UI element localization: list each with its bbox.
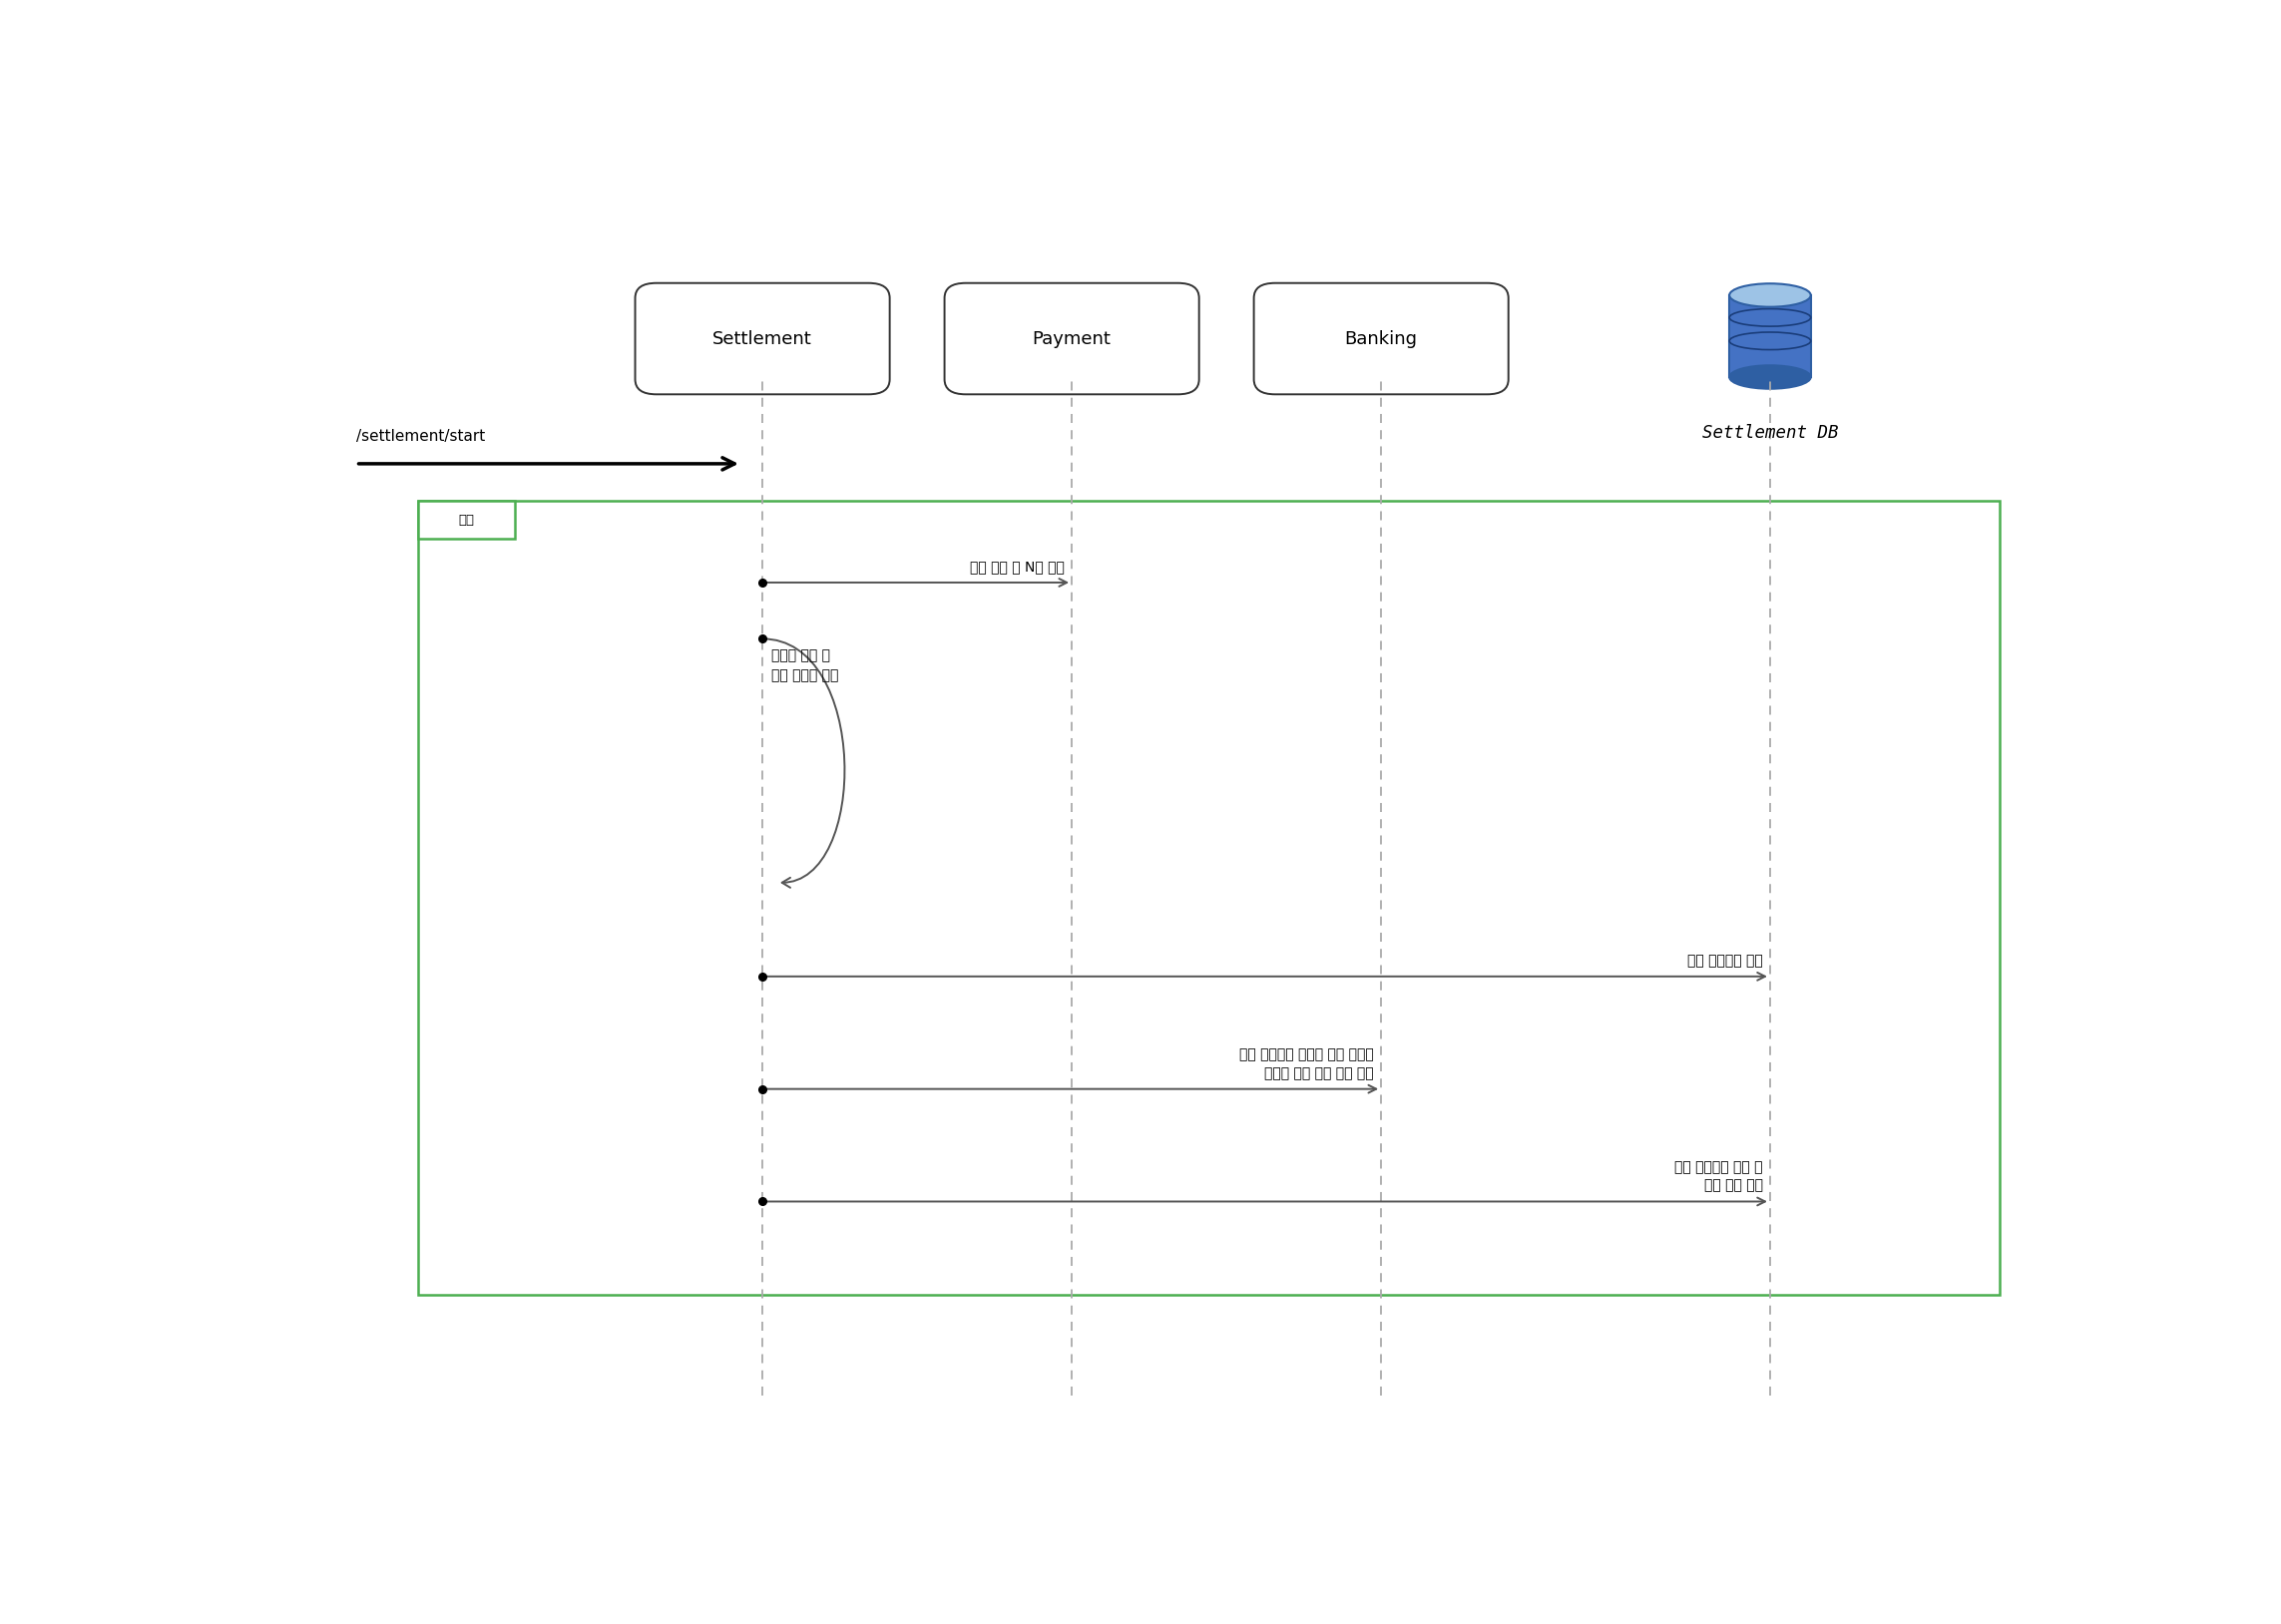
Ellipse shape (1729, 284, 1811, 307)
Text: /settlement/start: /settlement/start (356, 429, 486, 443)
Bar (417, 502, 2000, 1296)
FancyBboxPatch shape (944, 283, 1200, 395)
FancyBboxPatch shape (634, 283, 890, 395)
Bar (417, 502, 516, 539)
FancyArrowPatch shape (762, 638, 844, 888)
Text: 정산 트랜잭션 기록: 정산 트랜잭션 기록 (1688, 953, 1763, 968)
Text: 법인 계좌에서 가맹점 고객 계좌로
계산된 정산 금액 이체 요청: 법인 계좌에서 가맹점 고객 계좌로 계산된 정산 금액 이체 요청 (1239, 1047, 1373, 1080)
Text: 정산 트랜잭션 완료 및
정산 내역 기록: 정산 트랜잭션 완료 및 정산 내역 기록 (1674, 1161, 1763, 1192)
Text: Settlement DB: Settlement DB (1702, 424, 1838, 442)
Ellipse shape (1729, 365, 1811, 388)
Text: Banking: Banking (1346, 330, 1417, 348)
Polygon shape (1729, 296, 1811, 377)
Text: Settlement: Settlement (712, 330, 812, 348)
FancyBboxPatch shape (1255, 283, 1508, 395)
Text: Payment: Payment (1033, 330, 1111, 348)
Text: 수수료 수취 및
정산 수수료 계산: 수수료 수취 및 정산 수수료 계산 (771, 650, 839, 682)
Text: 반복: 반복 (458, 513, 474, 526)
Text: 정상 결제 건 N개 조회: 정상 결제 건 N개 조회 (969, 560, 1065, 573)
